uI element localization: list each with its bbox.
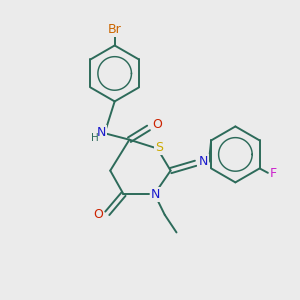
Text: N: N xyxy=(151,188,160,201)
Text: F: F xyxy=(270,167,277,180)
Text: O: O xyxy=(152,118,162,131)
Text: S: S xyxy=(155,141,163,154)
Text: N: N xyxy=(198,155,208,168)
Text: Br: Br xyxy=(108,23,122,36)
Text: O: O xyxy=(94,208,103,221)
Text: H: H xyxy=(91,133,99,142)
Text: N: N xyxy=(97,126,106,139)
